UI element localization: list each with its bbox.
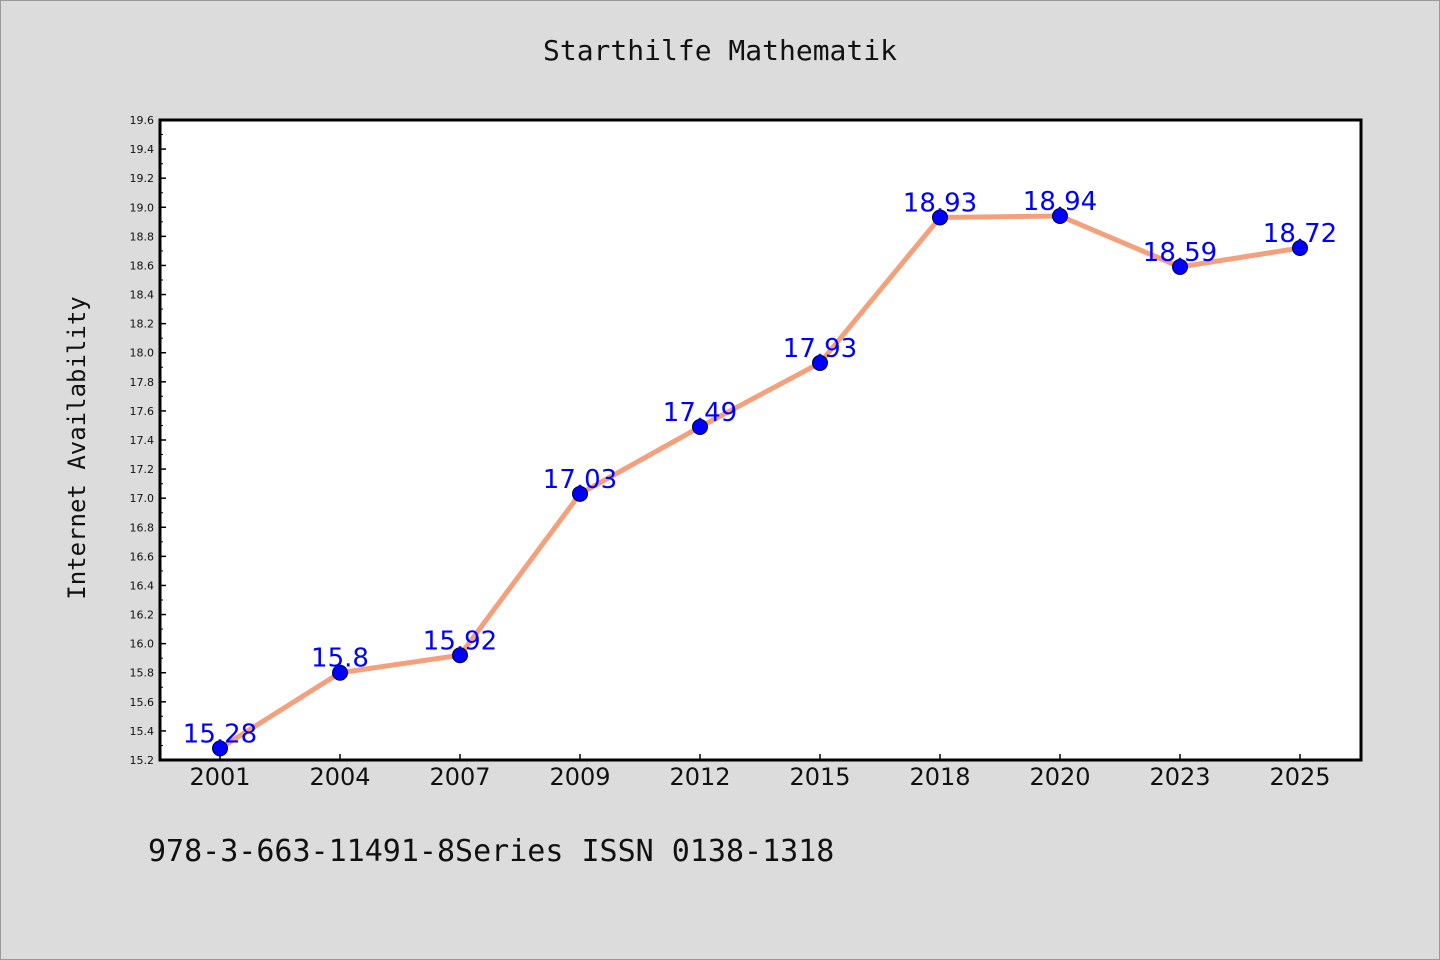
y-tick-label: 16.6 [130, 550, 155, 563]
y-tick-label: 18.4 [130, 289, 155, 302]
data-label: 18.93 [903, 188, 977, 218]
y-tick-label: 16.2 [130, 609, 155, 622]
x-tick-label: 2009 [549, 763, 610, 791]
y-tick-label: 15.8 [130, 667, 155, 680]
y-tick-label: 15.6 [130, 696, 155, 709]
x-tick-label: 2025 [1269, 763, 1330, 791]
data-label: 18.59 [1143, 238, 1217, 268]
data-label: 15.92 [423, 626, 497, 656]
data-labels: 15.28 15.8 15.92 17.03 17.49 17.93 18.93 18.94 1… [183, 187, 1337, 749]
data-label: 18.72 [1263, 219, 1337, 249]
x-tick-label: 2004 [309, 763, 370, 791]
data-point [932, 209, 948, 226]
y-tick-label: 17.4 [130, 434, 155, 447]
y-tick-label: 18.6 [130, 259, 155, 272]
y-tick-label: 18.0 [130, 347, 155, 360]
data-label: 17.03 [543, 465, 617, 495]
y-tick-label: 19.0 [130, 201, 155, 214]
y-tick-label: 17.0 [130, 492, 155, 505]
x-tick-label: 2023 [1149, 763, 1210, 791]
y-tick-label: 17.6 [130, 405, 155, 418]
data-point [452, 647, 468, 664]
data-label: 18.94 [1023, 187, 1097, 217]
data-point [812, 354, 828, 371]
data-points [212, 208, 1308, 757]
data-point [1052, 208, 1068, 224]
plot-area [158, 118, 1363, 762]
footer-isbn: 978-3-663-11491-8Series ISSN 0138-1318 [148, 834, 835, 869]
data-point [692, 418, 708, 435]
chart-title: Starthilfe Mathematik [542, 34, 897, 67]
data-label: 15.28 [183, 719, 257, 749]
y-tick-label: 17.2 [130, 463, 155, 476]
y-tick-label: 16.4 [130, 579, 155, 592]
x-tick-label: 2018 [909, 763, 970, 791]
data-point [1172, 258, 1188, 275]
x-tick-label: 2001 [189, 763, 250, 791]
x-axis: 2001 2004 2007 2009 2012 2015 2018 2020 2023 2025 [189, 754, 1331, 791]
data-label: 17.49 [663, 398, 737, 428]
x-tick-label: 2015 [789, 763, 850, 791]
y-axis: 15.2 15.4 15.6 15.8 16.0 16.2 16.4 16.6 16.8 17.0… [130, 114, 166, 767]
y-tick-label: 19.2 [130, 172, 155, 185]
y-tick-label: 18.8 [130, 230, 155, 243]
y-tick-label: 16.8 [130, 521, 155, 534]
series-line [218, 213, 1301, 751]
data-label: 15.8 [311, 644, 369, 674]
y-tick-label: 17.8 [130, 376, 155, 389]
data-point [212, 740, 228, 757]
y-tick-label: 19.6 [130, 114, 155, 127]
y-tick-label: 18.2 [130, 318, 155, 331]
x-tick-label: 2012 [669, 763, 730, 791]
y-tick-label: 16.0 [130, 638, 155, 651]
data-point [332, 664, 348, 681]
y-tick-label: 15.2 [130, 754, 155, 767]
data-label: 17.93 [783, 334, 857, 364]
x-tick-label: 2020 [1029, 763, 1090, 791]
y-tick-label: 19.4 [130, 143, 155, 156]
data-point [1292, 240, 1308, 256]
data-point [572, 485, 588, 502]
y-axis-label: Internet Availability [63, 296, 91, 599]
x-tick-label: 2007 [429, 763, 490, 791]
y-tick-label: 15.4 [130, 725, 155, 738]
